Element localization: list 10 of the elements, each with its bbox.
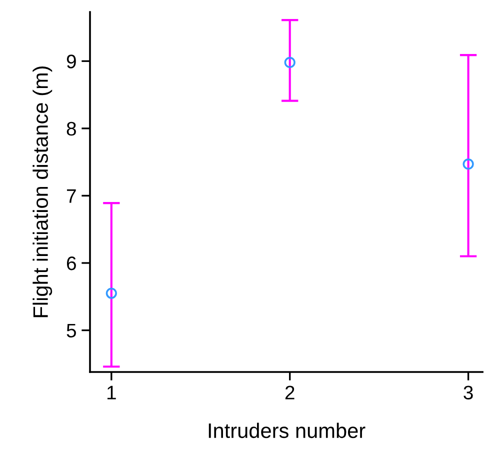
y-tick-label: 6 [66,256,76,270]
y-axis-title: Flight initiation distance (m) [32,66,52,318]
y-tick-label: 7 [66,189,76,203]
x-tick-label: 1 [107,386,116,400]
x-tick-label: 2 [285,386,294,400]
y-tick-label: 5 [66,324,76,338]
x-tick-label: 3 [464,386,473,400]
y-tick-label: 8 [66,122,76,136]
x-axis-title: Intruders number [208,422,366,438]
y-tick-label: 9 [66,54,76,68]
